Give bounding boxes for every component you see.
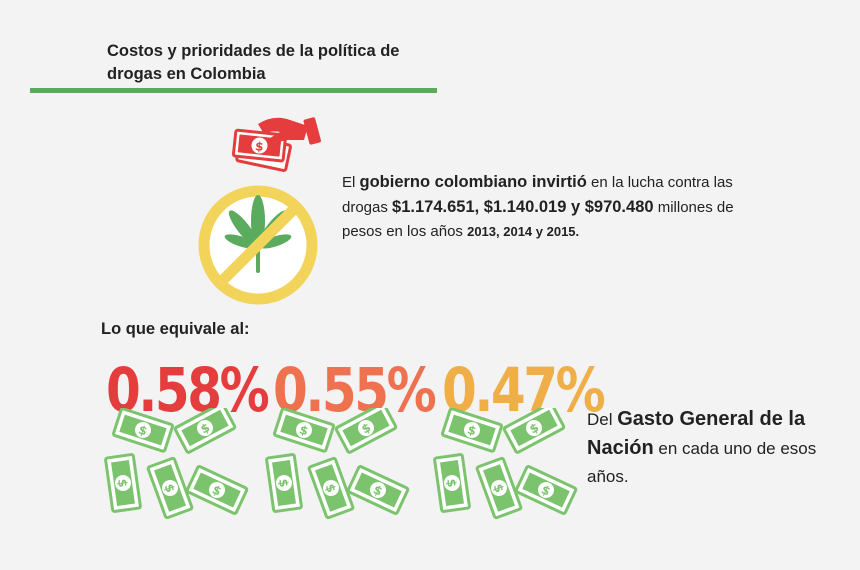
investment-text: El gobierno colombiano invirtió en la lu… [342,170,742,244]
svg-text:$: $ [115,478,130,488]
page-title: Costos y prioridades de la política de d… [107,42,400,83]
outro-part-2: en cada uno de esos años. [587,439,817,486]
money-bill: $ [433,453,471,513]
intro-part-1: El [342,174,360,191]
intro-part-2: en la lucha contra las drogas [342,174,733,216]
svg-text:$: $ [444,478,459,488]
intro-years: 2013, 2014 y 2015. [467,224,580,239]
svg-text:$: $ [137,423,149,439]
title-underline [30,88,437,93]
money-bill: $ [334,408,398,454]
hand-giving-money-icon: $ [231,117,321,173]
intro-bold-1: gobierno colombiano invirtió [359,173,587,191]
money-bill: $ [502,408,566,454]
no-marijuana-icon [198,185,318,305]
money-bills-icon: $ $$ $ $ [265,408,410,520]
equivalent-label: Lo que equivale al: [101,320,250,338]
svg-text:$: $ [255,139,265,154]
money-bill: $ [146,456,194,520]
money-bill: $ [185,465,249,515]
money-bill: $ [265,453,303,513]
money-bills-icon: $ $$ $ $ [433,408,578,520]
money-bill: $ [514,465,578,515]
svg-text:$: $ [298,423,310,439]
money-bill: $ [346,465,410,515]
money-bill: $ [441,408,503,453]
svg-text:$: $ [466,423,478,439]
money-bill: $ [173,408,237,454]
intro-part-3: millones de pesos en los años [342,199,734,240]
budget-text: Del Gasto General de la Nación en cada u… [587,405,852,491]
money-bill: $ [104,453,142,513]
money-bill: $ [273,408,335,453]
svg-text:$: $ [276,478,291,488]
money-bill: $ [112,408,174,453]
money-bill: $ [475,456,523,520]
money-bill: $ [307,456,355,520]
intro-amounts: $1.174.651, $1.140.019 y $970.480 [392,198,654,216]
money-bills-icon: $ $$ $ $ [104,408,249,520]
outro-bold: Gasto General de la Nación [587,408,806,459]
outro-part-1: Del [587,410,618,429]
